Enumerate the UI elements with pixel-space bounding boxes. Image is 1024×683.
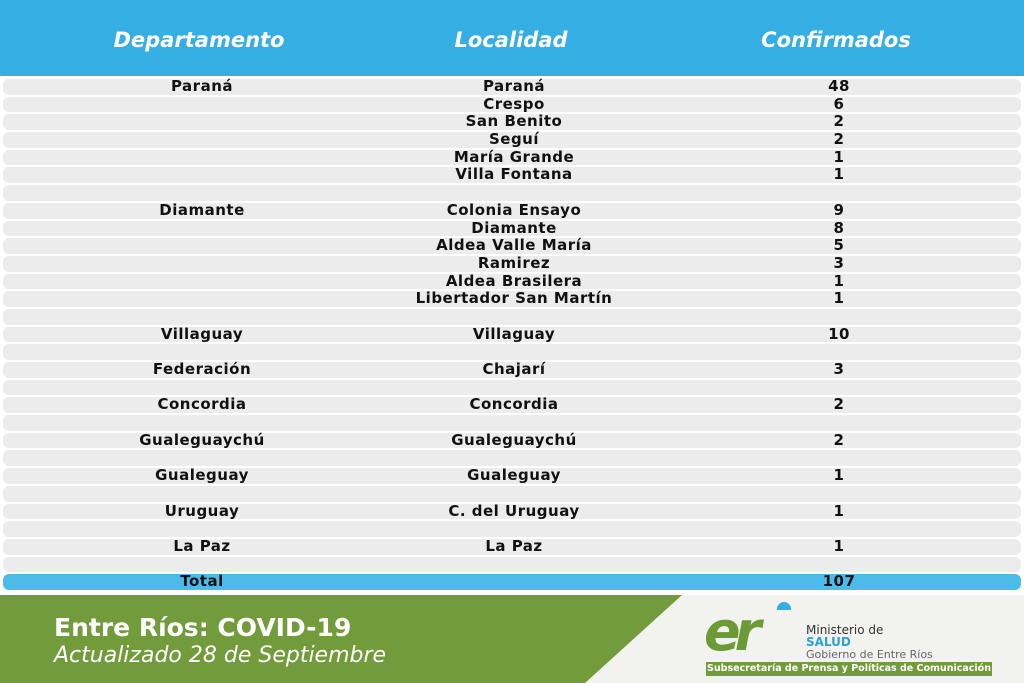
table-row: Diamante 8 (3, 218, 1021, 237)
header-departamento: Departamento (113, 28, 285, 52)
table-row: Aldea Valle María 5 (3, 236, 1021, 255)
table-row (3, 521, 1021, 537)
cell-confirmados: 10 (828, 324, 850, 343)
cell-localidad: Aldea Valle María (436, 236, 592, 255)
footer-title: Entre Ríos: COVID-19 (54, 613, 352, 642)
cell-localidad: María Grande (453, 147, 575, 166)
cell-localidad: Diamante (471, 218, 557, 237)
cell-confirmados: 5 (833, 236, 845, 255)
table-row: María Grande 1 (3, 147, 1021, 166)
cell-confirmados: 3 (833, 360, 845, 378)
cell-confirmados: 1 (833, 271, 845, 290)
cell-departamento: Concordia (157, 395, 247, 414)
table-row (3, 415, 1021, 431)
cell-departamento: Paraná (170, 77, 234, 95)
table-row: Diamante Colonia Ensayo 9 (3, 200, 1021, 219)
table-row (3, 308, 1021, 325)
footer-subtitle: Actualizado 28 de Septiembre (54, 643, 387, 668)
table-row (3, 485, 1021, 502)
header-localidad: Localidad (454, 28, 568, 52)
cell-localidad: Libertador San Martín (415, 289, 613, 308)
cell-confirmados: 9 (833, 200, 845, 219)
cell-localidad: La Paz (485, 536, 543, 555)
table-row (3, 450, 1021, 467)
cell-localidad: C. del Uruguay (448, 501, 580, 520)
footer-green-band: Entre Ríos: COVID-19 Actualizado 28 de S… (0, 595, 682, 683)
cell-departamento: La Paz (173, 536, 231, 555)
cell-localidad: Chajarí (482, 360, 546, 378)
total-value: 107 (822, 572, 856, 591)
cell-localidad: Aldea Brasilera (445, 271, 583, 290)
table-row: Gualeguaychú Gualeguaychú 2 (3, 430, 1021, 449)
ministry-logo: er Ministerio de SALUD Gobierno de Entre… (700, 599, 1000, 679)
table-row: La Paz La Paz 1 (3, 536, 1021, 555)
cell-localidad: San Benito (465, 112, 563, 131)
total-label: Total (180, 572, 224, 591)
cell-confirmados: 1 (833, 501, 845, 520)
cell-localidad: Concordia (469, 395, 559, 414)
cell-localidad: Gualeguaychú (451, 430, 577, 449)
table-row: Gualeguay Gualeguay 1 (3, 466, 1021, 485)
cell-localidad: Villa Fontana (455, 165, 573, 184)
cell-confirmados: 8 (833, 218, 845, 237)
table-header: Departamento Localidad Confirmados (0, 0, 1024, 76)
table-row: Federación Chajarí 3 (3, 360, 1021, 378)
cell-departamento: Gualeguaychú (139, 430, 265, 449)
cell-confirmados: 1 (833, 147, 845, 166)
cell-localidad: Villaguay (472, 324, 556, 343)
table-row: Seguí 2 (3, 130, 1021, 149)
table-row (3, 556, 1021, 573)
cell-confirmados: 6 (833, 94, 845, 113)
cell-confirmados: 1 (833, 466, 845, 485)
logo-line1: Ministerio de (806, 623, 884, 637)
table-row: Paraná Paraná 48 (3, 77, 1021, 95)
cell-confirmados: 48 (828, 77, 850, 95)
logo-er-mark: er (704, 600, 761, 663)
table-row: Libertador San Martín 1 (3, 289, 1021, 308)
table-row: Aldea Brasilera 1 (3, 271, 1021, 290)
cell-confirmados: 1 (833, 165, 845, 184)
cell-confirmados: 2 (833, 112, 845, 131)
table-row: Uruguay C. del Uruguay 1 (3, 501, 1021, 520)
table-row: Villa Fontana 1 (3, 165, 1021, 184)
cell-localidad: Crespo (483, 94, 545, 113)
header-confirmados: Confirmados (761, 28, 911, 52)
footer: Entre Ríos: COVID-19 Actualizado 28 de S… (0, 595, 1024, 683)
total-row: Total 107 (3, 572, 1021, 591)
cell-localidad: Paraná (482, 77, 546, 95)
cell-confirmados: 2 (833, 430, 845, 449)
logo-dot-icon (777, 602, 791, 610)
table-row (3, 344, 1021, 360)
cell-localidad: Colonia Ensayo (446, 200, 582, 219)
table-row: Ramirez 3 (3, 253, 1021, 272)
cell-departamento: Uruguay (164, 501, 240, 520)
cell-departamento: Gualeguay (155, 466, 249, 485)
cell-departamento: Diamante (159, 200, 245, 219)
table-row: Villaguay Villaguay 10 (3, 324, 1021, 343)
table-body: Paraná Paraná 48 Crespo 6 San Benito 2 Seguí 2 Ma… (0, 77, 1024, 592)
cell-localidad: Ramirez (477, 253, 551, 272)
table-row: Crespo 6 (3, 94, 1021, 113)
cell-confirmados: 2 (833, 395, 845, 414)
cell-localidad: Gualeguay (467, 466, 561, 485)
table-row: Concordia Concordia 2 (3, 395, 1021, 414)
cell-departamento: Federación (152, 360, 252, 378)
table-row (3, 185, 1021, 201)
cell-confirmados: 3 (833, 253, 845, 272)
table-row (3, 379, 1021, 396)
table-row: San Benito 2 (3, 112, 1021, 131)
cell-departamento: Villaguay (160, 324, 244, 343)
cell-confirmados: 2 (833, 130, 845, 149)
logo-banner: Subsecretaría de Prensa y Políticas de C… (706, 662, 992, 676)
cell-confirmados: 1 (833, 289, 845, 308)
cell-localidad: Seguí (488, 130, 540, 149)
logo-line3: Gobierno de Entre Ríos (806, 648, 933, 661)
logo-line2: SALUD (806, 635, 851, 649)
cell-confirmados: 1 (833, 536, 845, 555)
